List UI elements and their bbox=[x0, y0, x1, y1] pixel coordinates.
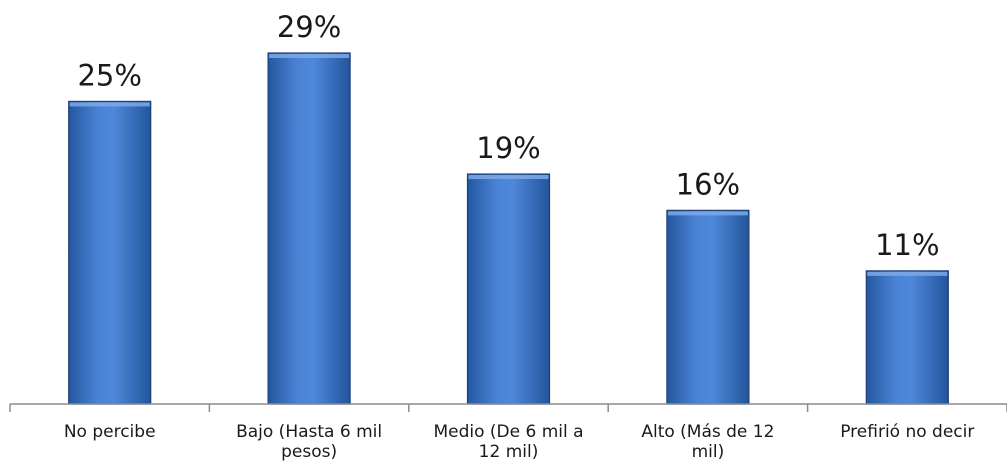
bar-top-highlight bbox=[667, 211, 748, 216]
category-label: 12 mil) bbox=[479, 442, 539, 462]
category-label: Bajo (Hasta 6 mil bbox=[236, 422, 382, 442]
category-label: mil) bbox=[692, 442, 725, 462]
bar-top-highlight bbox=[69, 102, 150, 107]
data-label: 16% bbox=[676, 167, 740, 201]
category-label: Alto (Más de 12 bbox=[641, 422, 774, 442]
category-label: pesos) bbox=[281, 442, 337, 462]
data-label: 11% bbox=[875, 228, 939, 262]
bar-top-highlight bbox=[269, 54, 350, 58]
bar-body bbox=[267, 52, 351, 405]
bar-body bbox=[466, 173, 551, 405]
bar-1 bbox=[68, 100, 152, 405]
bar-top-highlight bbox=[867, 271, 948, 276]
bar-body bbox=[68, 100, 152, 405]
data-label: 29% bbox=[277, 10, 341, 44]
data-label: 25% bbox=[77, 58, 141, 92]
bar-5 bbox=[865, 270, 949, 405]
category-label: No percibe bbox=[64, 422, 156, 442]
category-label: Prefirió no decir bbox=[840, 422, 974, 442]
bar-2 bbox=[267, 52, 351, 405]
bar-top-highlight bbox=[468, 175, 549, 180]
bar-3 bbox=[466, 173, 551, 405]
bar-body bbox=[865, 270, 949, 405]
category-label: Medio (De 6 mil a bbox=[433, 422, 583, 442]
x-axis bbox=[9, 403, 1007, 412]
bar-4 bbox=[666, 209, 750, 405]
bars-layer bbox=[68, 52, 949, 405]
data-label: 19% bbox=[476, 131, 540, 165]
bar-body bbox=[666, 209, 750, 405]
